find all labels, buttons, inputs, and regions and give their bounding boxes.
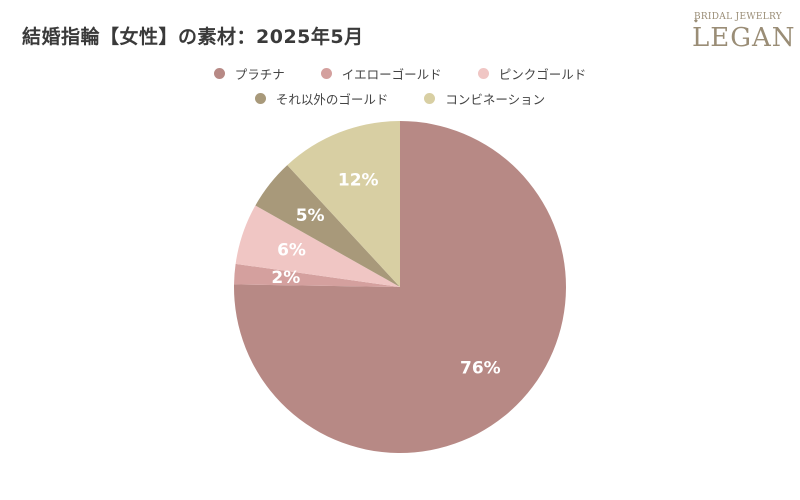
slice-percent-label: 6% (277, 240, 306, 260)
legend-swatch (320, 67, 332, 79)
legend-label: ピンクゴールド (498, 66, 587, 82)
legend-label: プラチナ (234, 66, 285, 82)
legend-item-platinum: プラチナ (213, 64, 285, 83)
diamond-icon: ◆ (694, 18, 698, 24)
legend-swatch (213, 67, 225, 79)
legend-item-other-gold: それ以外のゴールド (254, 89, 389, 108)
chart-title: 結婚指輪【女性】の素材：2025年5月 (22, 26, 364, 48)
legend-item-combination: コンビネーション (424, 89, 545, 108)
legend-item-yellow-gold: イエローゴールド (320, 64, 442, 83)
legend-label: イエローゴールド (341, 66, 442, 82)
legend-label: それ以外のゴールド (275, 91, 389, 107)
slice-other-gold (255, 165, 400, 287)
slice-combination (287, 121, 400, 287)
slice-percent-label: 5% (296, 206, 325, 226)
legend-swatch (477, 67, 489, 79)
legend-label: コンビネーション (445, 91, 546, 107)
legend-swatch (424, 92, 436, 104)
slice-percent-label: 76% (460, 359, 501, 379)
legend-row-1: プラチナ イエローゴールド ピンクゴールド (0, 62, 800, 84)
legend-row-2: それ以外のゴールド コンビネーション (0, 87, 800, 109)
brand-logo: ◆ BRIDAL JEWELRY LEGAN (692, 12, 796, 58)
legend-swatch (254, 92, 266, 104)
slice-percent-label: 12% (338, 170, 379, 190)
slice-percent-label: 2% (271, 268, 300, 288)
chart-legend: プラチナ イエローゴールド ピンクゴールド それ以外のゴールド コンビネーション (0, 62, 800, 112)
slice-yellow-gold (234, 263, 400, 287)
slice-pink-gold (235, 205, 400, 287)
logo-name: LEGAN (692, 23, 796, 53)
logo-subtitle: BRIDAL JEWELRY (693, 12, 783, 22)
legend-item-pink-gold: ピンクゴールド (477, 64, 587, 83)
